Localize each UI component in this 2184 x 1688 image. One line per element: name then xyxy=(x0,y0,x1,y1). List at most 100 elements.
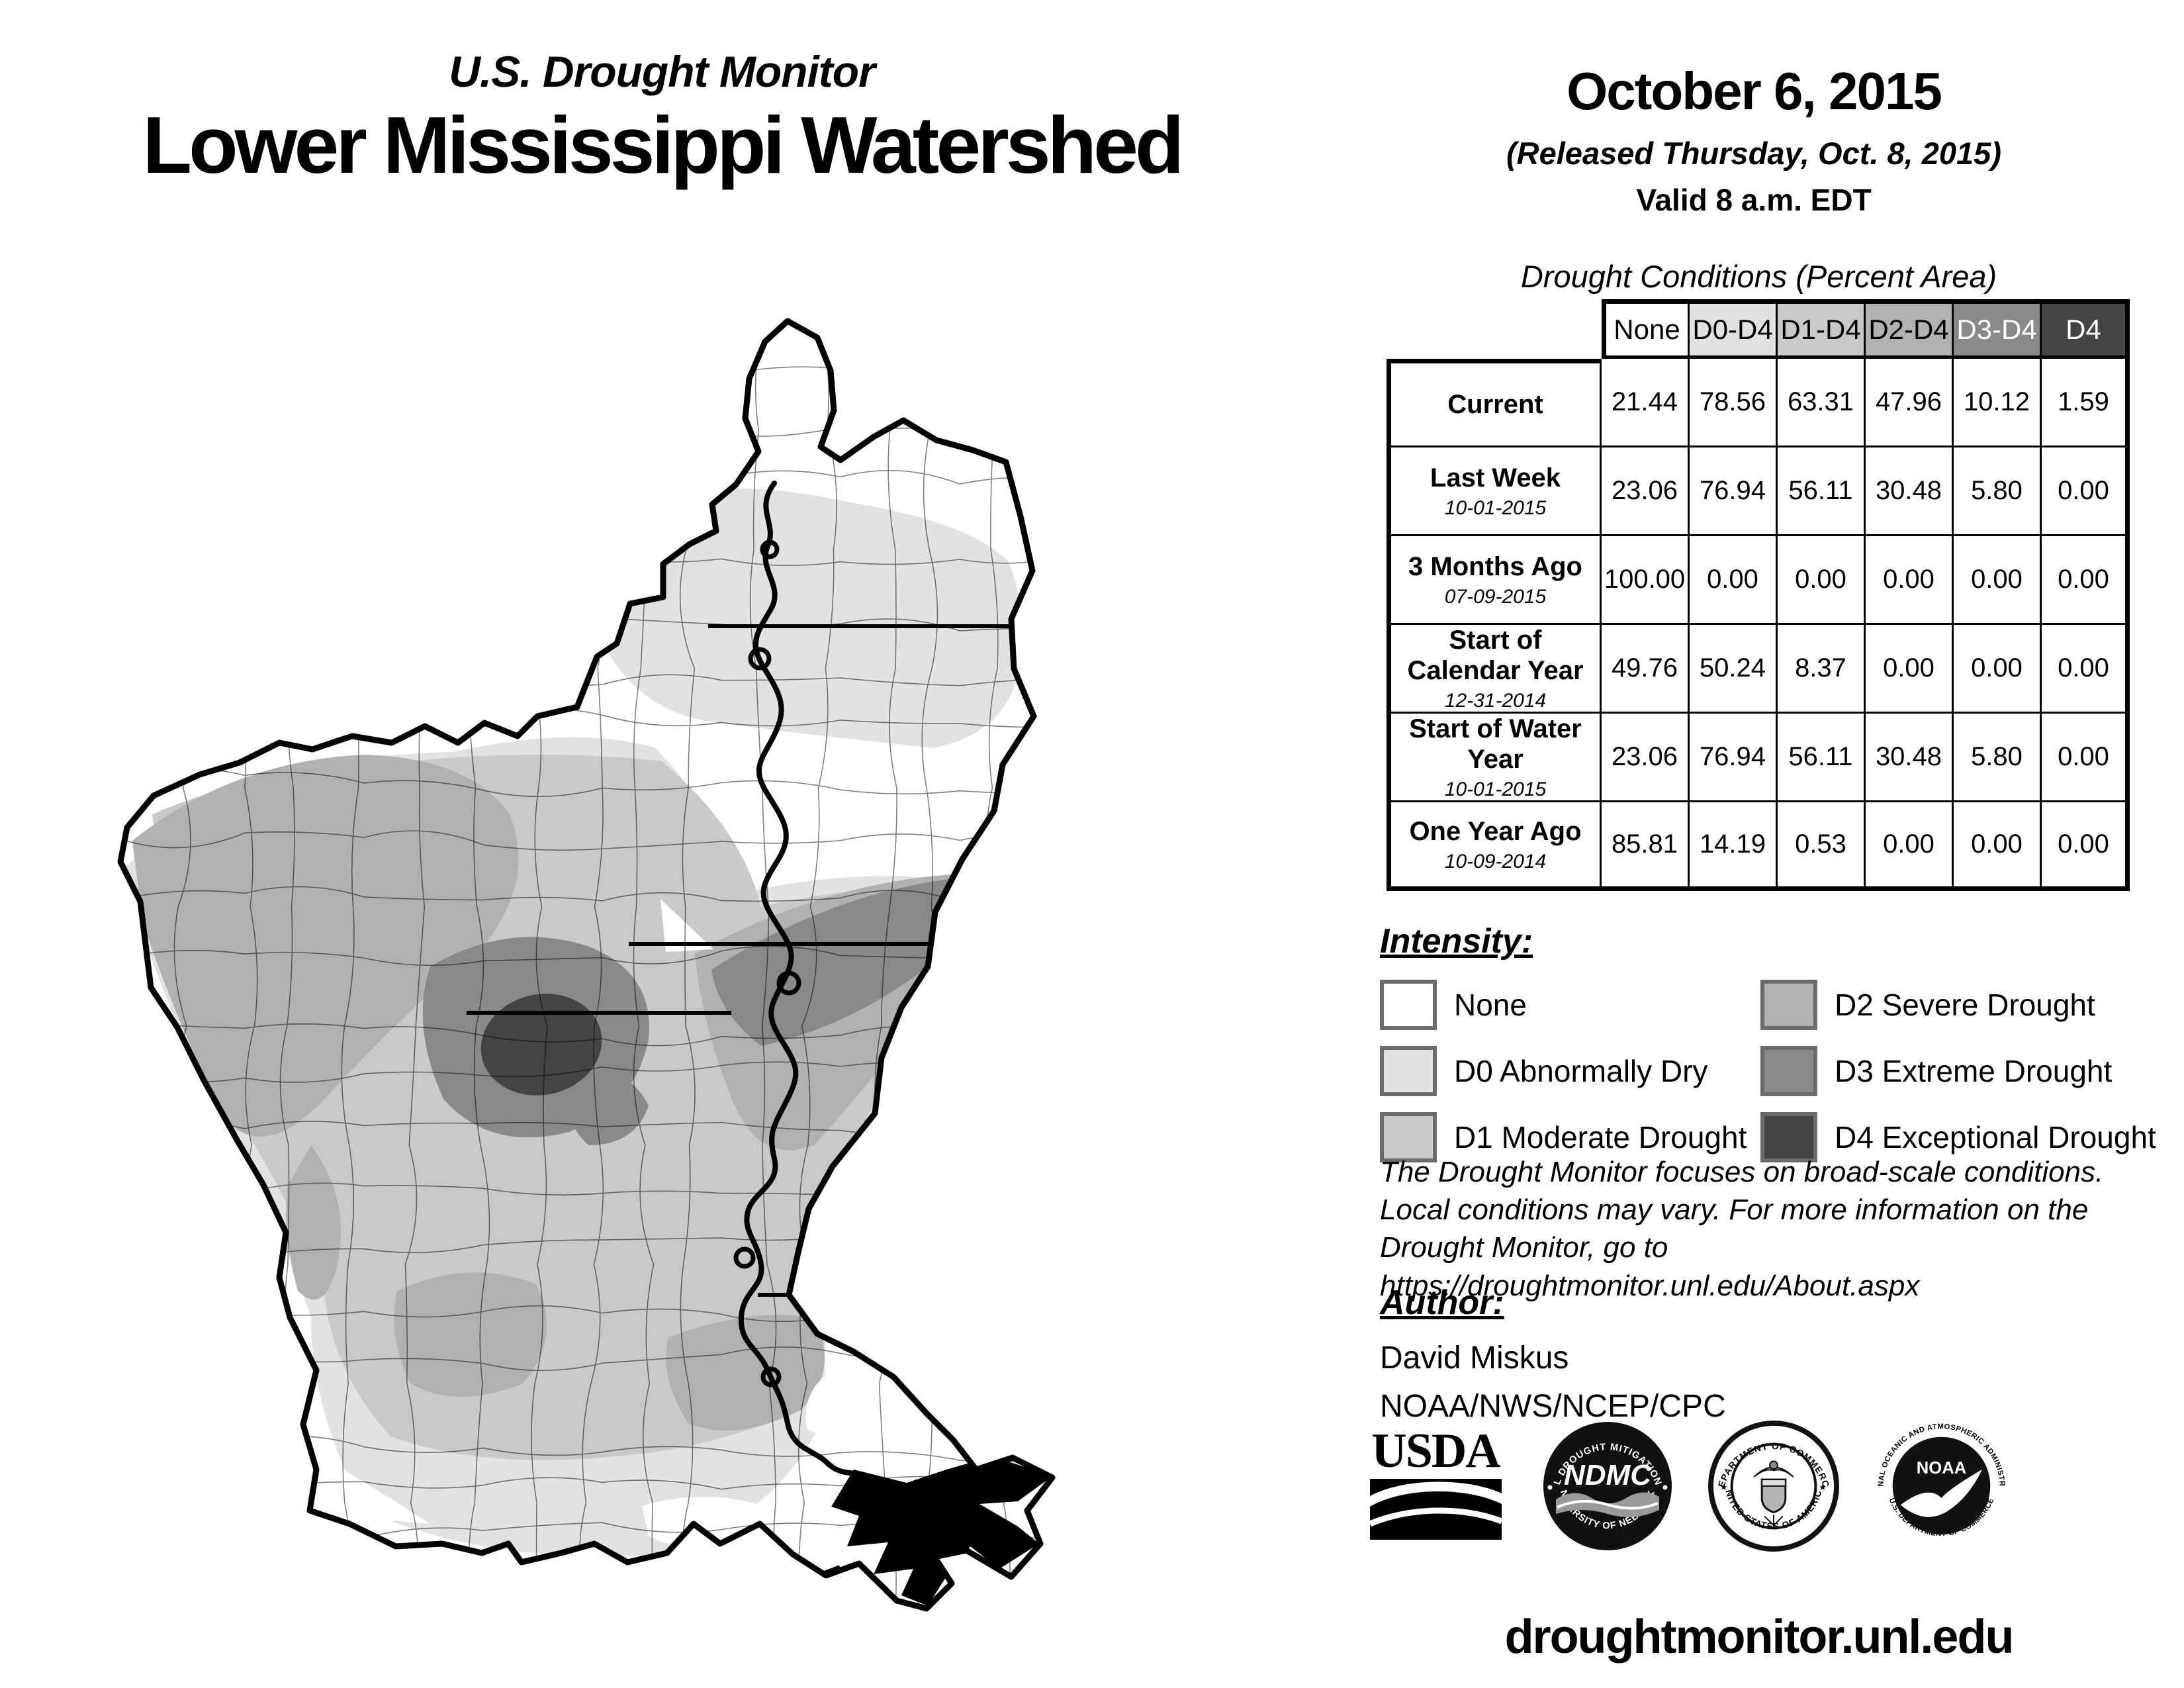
table-row-label: Start of Water Year 10-01-2015 xyxy=(1387,714,1602,802)
table-row-label: 3 Months Ago 07-09-2015 xyxy=(1387,536,1602,625)
table-value-cell: 0.00 xyxy=(1866,625,1954,714)
table-corner xyxy=(1387,299,1602,359)
map-pocket-none-sw xyxy=(311,1450,430,1524)
table-value-cell: 85.81 xyxy=(1602,802,1690,891)
legend-swatch xyxy=(1760,1112,1817,1162)
map-pocket-none-notch xyxy=(660,899,713,952)
map-pocket-none-lake xyxy=(805,1377,890,1439)
table-value-cell: 100.00 xyxy=(1602,536,1690,625)
legend-item: D1 Moderate Drought xyxy=(1380,1112,1760,1162)
table-value-cell: 78.56 xyxy=(1690,359,1778,447)
table-value-cell: 10.12 xyxy=(1954,359,2042,447)
ndmc-logo-icon: NATIONAL DROUGHT MITIGATION CENTER UNIVE… xyxy=(1541,1420,1672,1550)
table-value-cell: 0.00 xyxy=(1866,802,1954,891)
map-zone-d2-central-la xyxy=(394,1272,547,1397)
table-value-cell: 30.48 xyxy=(1866,714,1954,802)
table-value-cell: 8.37 xyxy=(1778,625,1866,714)
legend-item: D3 Extreme Drought xyxy=(1760,1046,2141,1096)
disclaimer: The Drought Monitor focuses on broad-sca… xyxy=(1380,1153,2184,1305)
map-zone-d2-east-la xyxy=(666,1315,825,1431)
table-value-cell: 76.94 xyxy=(1690,714,1778,802)
table-value-cell: 0.00 xyxy=(2042,802,2130,891)
legend-item: None xyxy=(1380,980,1760,1030)
watershed-map-svg xyxy=(113,285,1165,1615)
table-column-header: D4 xyxy=(2042,299,2130,359)
svg-text:NDMC: NDMC xyxy=(1564,1459,1652,1491)
table-column-header: D3-D4 xyxy=(1954,299,2042,359)
table-value-cell: 23.06 xyxy=(1602,447,1690,536)
table-title: Drought Conditions (Percent Area) xyxy=(1520,259,1997,294)
table-value-cell: 21.44 xyxy=(1602,359,1690,447)
legend-label: D4 Exceptional Drought xyxy=(1835,1120,2156,1154)
table-value-cell: 63.31 xyxy=(1778,359,1866,447)
table-value-cell: 0.00 xyxy=(1778,536,1866,625)
author-heading: Author: xyxy=(1380,1284,1504,1322)
legend-swatch xyxy=(1760,1046,1817,1096)
table-row-label: Start of Calendar Year 12-31-2014 xyxy=(1387,625,1602,714)
legend-label: D0 Abnormally Dry xyxy=(1454,1054,1708,1088)
map-date: October 6, 2015 xyxy=(1567,62,1942,120)
watershed-map xyxy=(113,285,1165,1615)
author-org: NOAA/NWS/NCEP/CPC xyxy=(1380,1389,1726,1424)
legend-item: D0 Abnormally Dry xyxy=(1380,1046,1760,1096)
map-zone-d2-west xyxy=(132,755,519,1137)
table-value-cell: 5.80 xyxy=(1954,447,2042,536)
disclaimer-line: Local conditions may vary. For more info… xyxy=(1380,1194,2089,1227)
table-value-cell: 0.00 xyxy=(2042,714,2130,802)
legend-item: D4 Exceptional Drought xyxy=(1760,1112,2156,1162)
table-value-cell: 0.00 xyxy=(2042,625,2130,714)
table-value-cell: 56.11 xyxy=(1778,714,1866,802)
commerce-seal-icon: DEPARTMENT OF COMMERCE UNITED STATES OF … xyxy=(1708,1420,1839,1552)
legend-label: D1 Moderate Drought xyxy=(1454,1120,1747,1154)
table-value-cell: 30.48 xyxy=(1866,447,1954,536)
program-title: U.S. Drought Monitor xyxy=(449,47,876,96)
table-value-cell: 0.00 xyxy=(1954,802,2042,891)
legend-heading: Intensity: xyxy=(1380,922,1533,961)
logo-row: USDA NATIONAL DROUGHT MITIGATION CENTER … xyxy=(1365,1418,2146,1554)
map-zone-d4-core xyxy=(480,994,602,1096)
disclaimer-line: The Drought Monitor focuses on broad-sca… xyxy=(1380,1156,2104,1188)
table-value-cell: 49.76 xyxy=(1602,625,1690,714)
svg-text:USDA: USDA xyxy=(1371,1424,1500,1478)
table-row-label: Current xyxy=(1387,359,1602,447)
svg-text:NOAA: NOAA xyxy=(1917,1459,1966,1477)
table-value-cell: 1.59 xyxy=(2042,359,2130,447)
site-url: droughtmonitor.unl.edu xyxy=(1504,1611,2015,1664)
legend-grid: None D0 Abnormally Dry D1 Moderate Drought… xyxy=(1380,980,2156,1162)
valid-time: Valid 8 a.m. EDT xyxy=(1636,183,1872,217)
table-value-cell: 0.53 xyxy=(1778,802,1866,891)
table-column-header: D1-D4 xyxy=(1778,299,1866,359)
table-value-cell: 76.94 xyxy=(1690,447,1778,536)
legend-label: D2 Severe Drought xyxy=(1835,988,2095,1022)
table-value-cell: 0.00 xyxy=(1954,625,2042,714)
drought-table: None D0-D4 D1-D4 D2-D4 D3-D4 D4 Current 21.44 78… xyxy=(1387,299,2130,891)
legend-swatch xyxy=(1380,980,1437,1030)
mississippi-river xyxy=(733,481,870,1479)
author-name: David Miskus xyxy=(1380,1340,1569,1376)
date-block: October 6, 2015 (Released Thursday, Oct.… xyxy=(1403,61,2105,218)
table-value-cell: 0.00 xyxy=(1866,536,1954,625)
author-block: Author: David Miskus NOAA/NWS/NCEP/CPC xyxy=(1380,1283,1726,1425)
table-value-cell: 47.96 xyxy=(1866,359,1954,447)
title-block: U.S. Drought Monitor Lower Mississippi W… xyxy=(40,46,1284,187)
map-zone-d3-southeast-spot xyxy=(865,1190,942,1259)
table-column-header: D2-D4 xyxy=(1866,299,1954,359)
legend-label: D3 Extreme Drought xyxy=(1835,1054,2113,1088)
region-title: Lower Mississippi Watershed xyxy=(142,100,1185,190)
disclaimer-line: Drought Monitor, go to https://droughtmo… xyxy=(1380,1231,1920,1302)
legend-swatch xyxy=(1380,1112,1437,1162)
table-column-header: D0-D4 xyxy=(1690,299,1778,359)
usda-logo-icon: USDA xyxy=(1369,1424,1503,1540)
table-column-header: None xyxy=(1602,299,1690,359)
legend-swatch xyxy=(1760,980,1817,1030)
table-value-cell: 14.19 xyxy=(1690,802,1778,891)
release-date: (Released Thursday, Oct. 8, 2015) xyxy=(1506,136,2001,171)
svg-text:★: ★ xyxy=(1819,1481,1827,1491)
noaa-logo-icon: NATIONAL OCEANIC AND ATMOSPHERIC ADMINIS… xyxy=(1874,1418,2005,1538)
table-value-cell: 23.06 xyxy=(1602,714,1690,802)
legend-swatch xyxy=(1380,1046,1437,1096)
legend-item: D2 Severe Drought xyxy=(1760,980,2141,1030)
legend-label: None xyxy=(1454,988,1527,1022)
table-value-cell: 56.11 xyxy=(1778,447,1866,536)
